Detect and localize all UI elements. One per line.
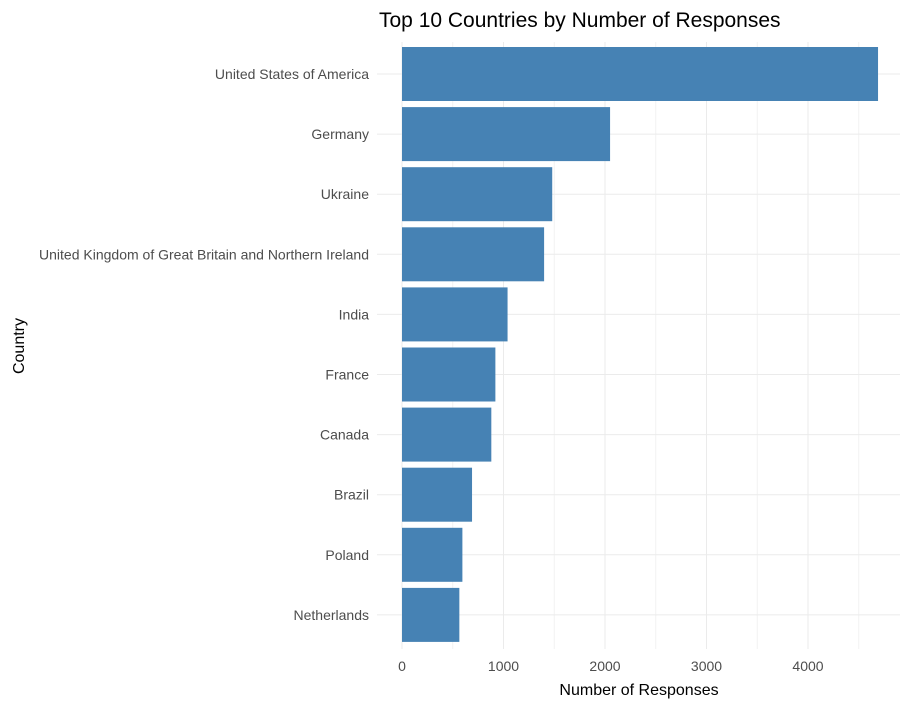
y-tick-label: Brazil <box>334 487 369 503</box>
y-tick-label: Canada <box>320 427 369 443</box>
y-tick-label: Netherlands <box>294 607 370 623</box>
x-tick-label: 2000 <box>589 658 620 674</box>
bar <box>402 227 545 282</box>
y-tick-labels: United States of America Germany Ukraine Un… <box>39 66 369 623</box>
bar <box>402 287 508 342</box>
x-tick-label: 4000 <box>792 658 823 674</box>
x-tick-labels: 0 1000 2000 3000 4000 <box>398 658 824 674</box>
bar <box>402 107 611 162</box>
bar <box>402 407 492 462</box>
y-tick-label: France <box>325 367 369 383</box>
chart-title: Top 10 Countries by Number of Responses <box>379 9 781 32</box>
y-tick-label: Ukraine <box>321 186 369 202</box>
x-tick-label: 1000 <box>488 658 519 674</box>
y-tick-label: United Kingdom of Great Britain and Nort… <box>39 246 369 262</box>
x-axis-title: Number of Responses <box>559 682 718 699</box>
y-tick-label: India <box>339 306 370 322</box>
y-tick-label: United States of America <box>215 66 369 82</box>
x-tick-label: 0 <box>398 658 406 674</box>
x-tick-label: 3000 <box>691 658 722 674</box>
bar <box>402 347 496 402</box>
y-tick-label: Poland <box>325 547 369 563</box>
bar <box>402 47 879 101</box>
y-axis-title: Country <box>11 318 28 374</box>
bar <box>402 587 460 642</box>
y-tick-label: Germany <box>311 126 369 142</box>
bar <box>402 527 463 582</box>
bar <box>402 167 553 222</box>
bar <box>402 467 473 522</box>
bars <box>402 47 879 642</box>
